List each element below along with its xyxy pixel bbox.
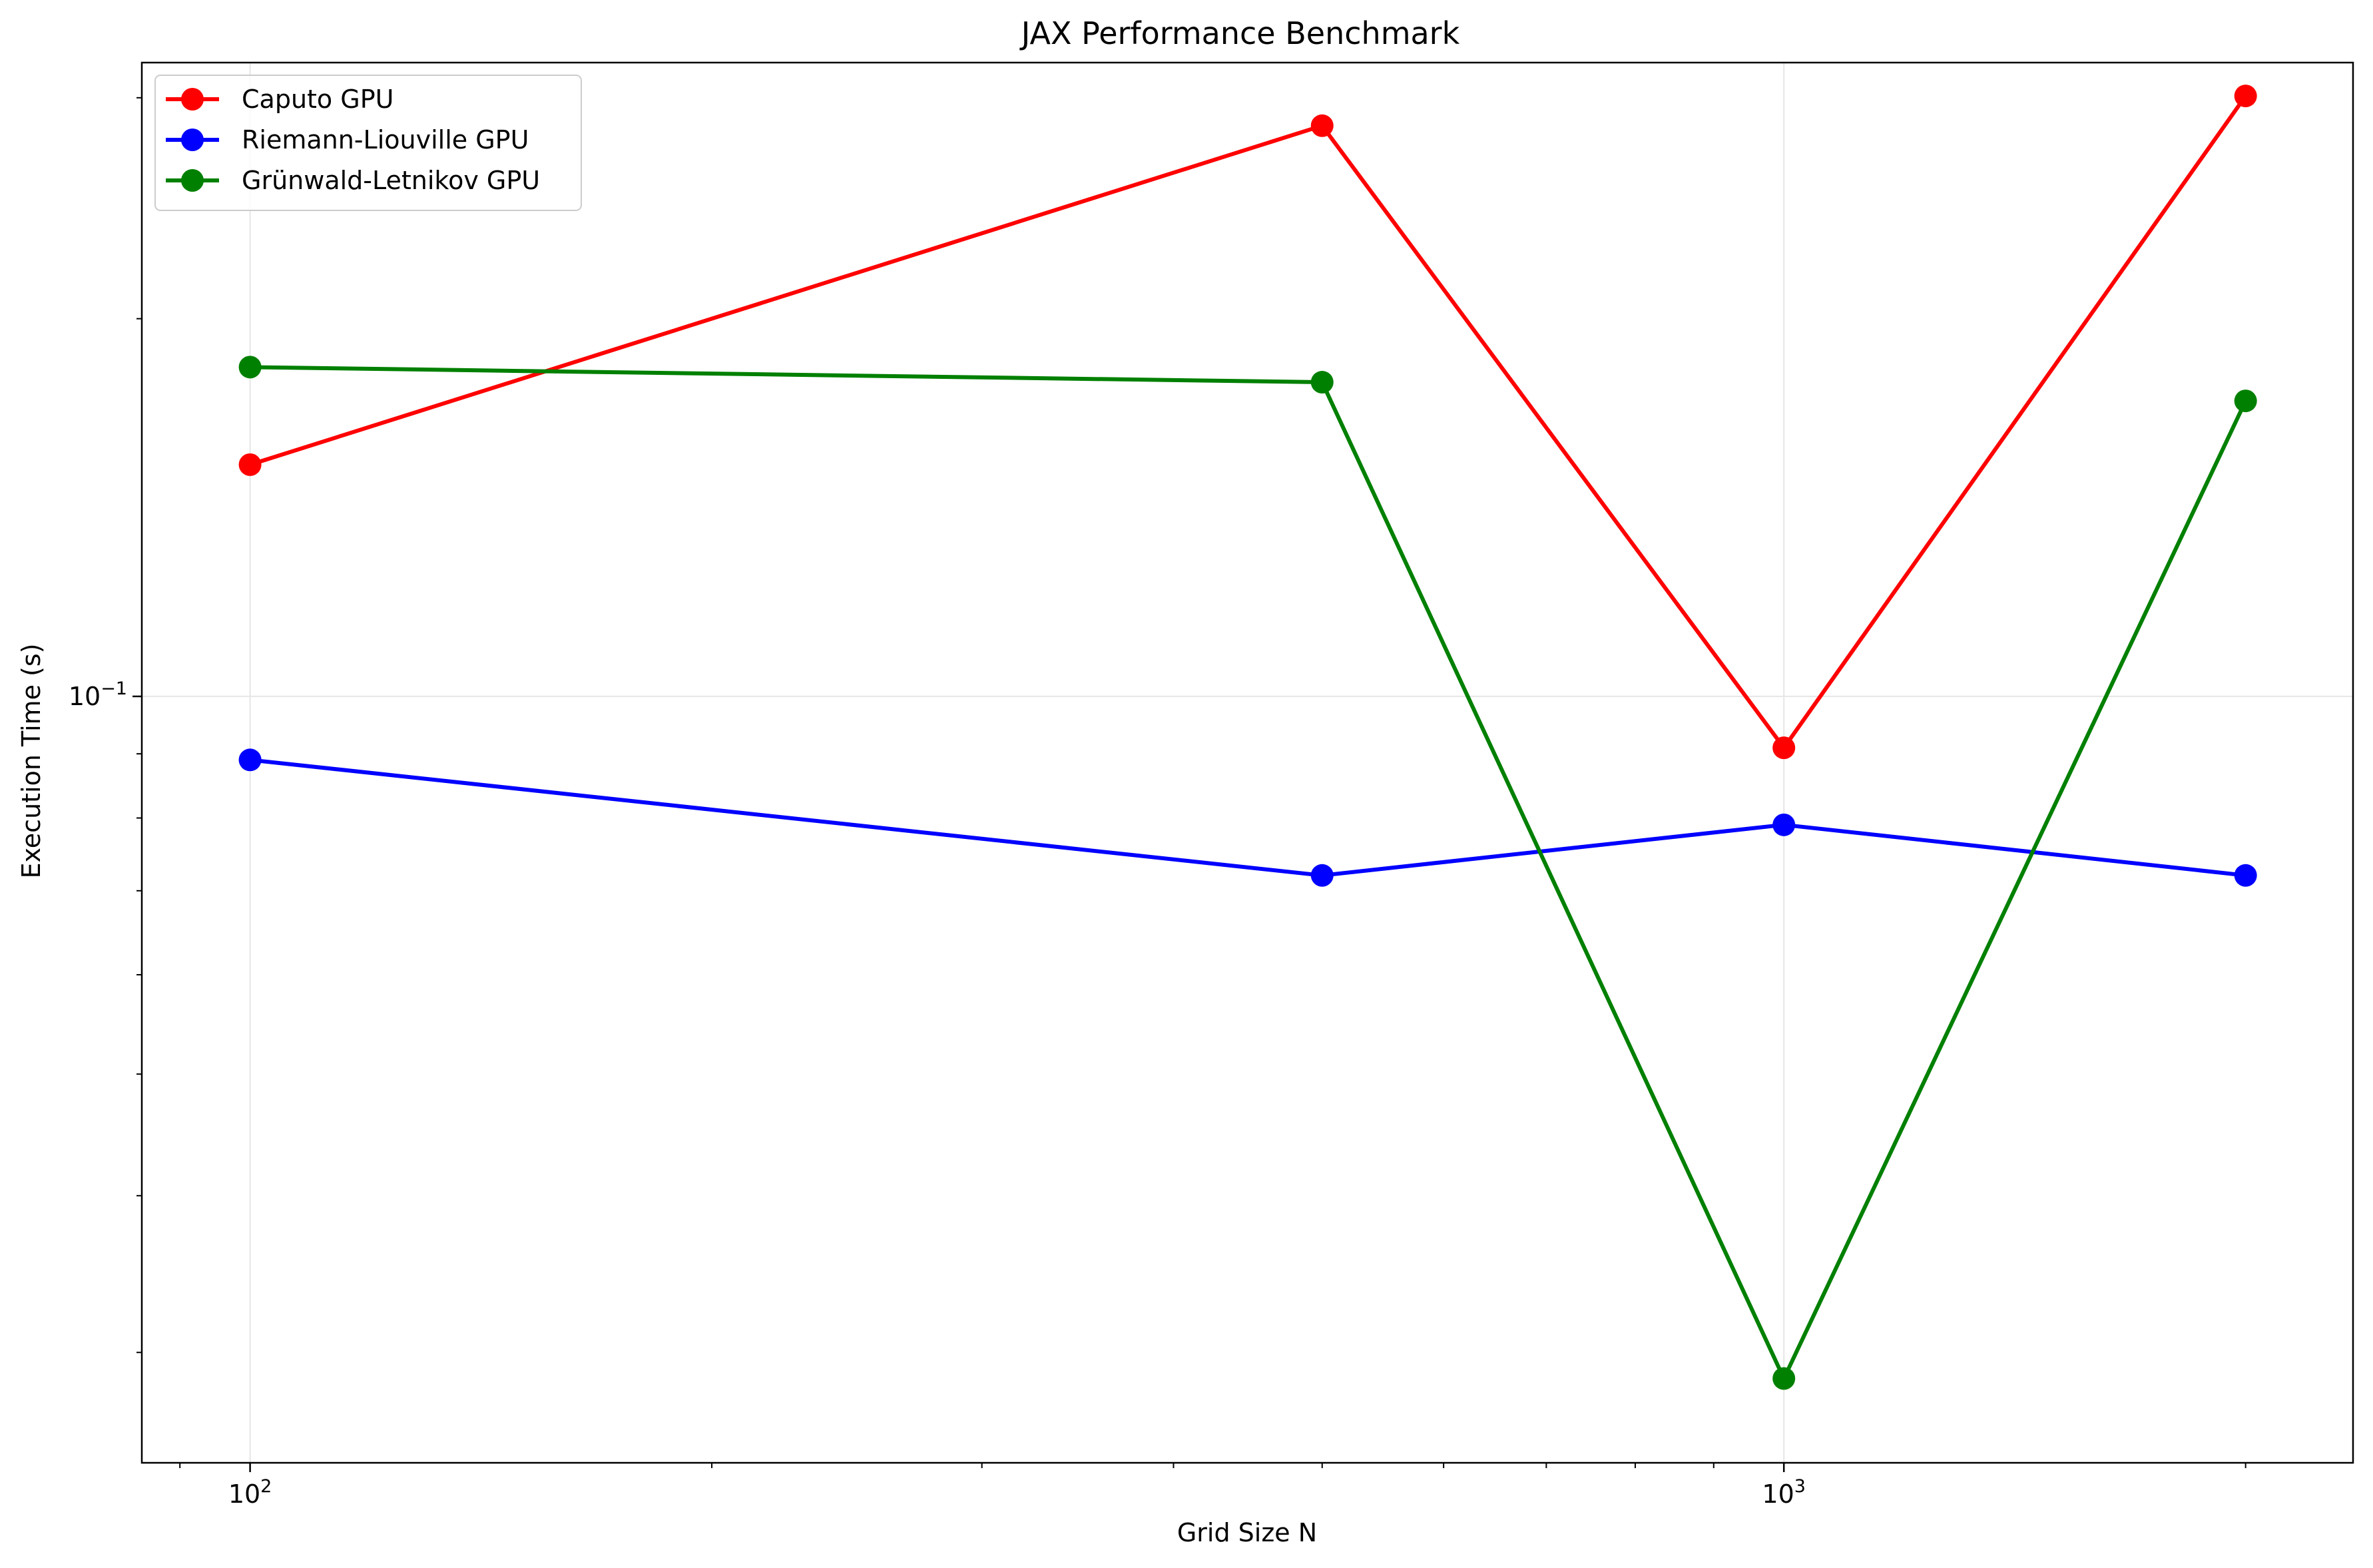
x-tick-label: 103 [1762,1476,1806,1509]
legend-marker [181,88,204,111]
data-point [238,748,262,772]
legend-label: Riemann-Liouville GPU [242,125,529,154]
data-point [2234,864,2257,887]
data-point [1310,864,1334,887]
series-2 [238,356,2257,1390]
y-axis-label: Execution Time (s) [17,643,46,878]
legend: Caputo GPU Riemann-Liouville GPU Grünwald-… [154,75,582,211]
data-point [2234,390,2257,413]
legend-item: Riemann-Liouville GPU [166,125,529,154]
x-tick-label: 102 [228,1476,272,1509]
legend-label: Grünwald-Letnikov GPU [242,166,540,195]
data-point [238,356,262,379]
data-point [1772,736,1796,760]
series-line [250,365,2248,1381]
series-0 [238,85,2257,760]
legend-marker [181,129,204,151]
legend-marker [181,169,204,192]
data-point [2234,85,2257,108]
legend-item: Grünwald-Letnikov GPU [166,166,540,195]
axis-ticks: 102 103 10−1 [69,97,2246,1509]
plot-frame [140,61,2354,1464]
series-layer [238,85,2257,1390]
x-axis-label: Grid Size N [1177,1518,1317,1547]
legend-box [154,75,582,211]
data-point [1772,813,1796,836]
legend-item: Caputo GPU [166,85,394,114]
series-line [250,758,2246,878]
chart-title: JAX Performance Benchmark [1019,15,1460,51]
series-line [249,95,2248,750]
data-point [1310,371,1334,394]
data-point [1772,1367,1796,1390]
data-point [1310,114,1334,137]
y-tick-label: 10−1 [69,678,127,711]
data-point [238,453,262,476]
series-1 [238,748,2257,887]
legend-label: Caputo GPU [242,85,394,114]
